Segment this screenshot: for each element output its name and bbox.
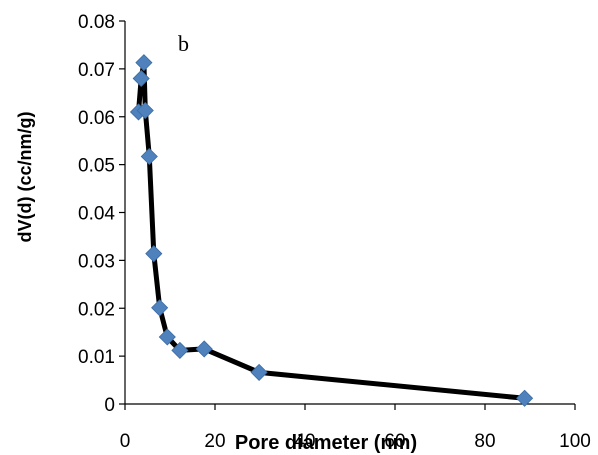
x-tick-label: 20 — [204, 431, 225, 452]
y-tick-label: 0.08 — [78, 12, 115, 33]
x-tick-label: 80 — [474, 431, 495, 452]
data-point-marker — [151, 299, 169, 317]
y-tick-label: 0.06 — [78, 108, 115, 129]
data-point-marker — [145, 245, 163, 263]
x-axis: 0 20 40 60 80 100 — [120, 403, 591, 452]
data-point-marker — [135, 54, 153, 72]
x-tick-label: 40 — [294, 431, 315, 452]
data-point-marker — [158, 328, 176, 346]
x-axis-title: Pore diameter (nm) — [235, 432, 417, 454]
x-ticks: 0 20 40 60 80 100 — [120, 404, 591, 452]
y-axis-title: dV(d) (cc/nm/g) — [15, 112, 35, 243]
data-point-marker — [136, 101, 154, 120]
y-tick-label: 0.07 — [78, 60, 115, 81]
panel-label: b — [178, 31, 189, 56]
y-tick-label: 0 — [104, 395, 115, 416]
y-ticks: 0 0.01 0.02 0.03 0.04 0.05 0.06 0.07 0.08 — [78, 12, 125, 416]
x-tick-label: 0 — [120, 431, 131, 452]
series-line — [136, 60, 528, 401]
x-tick-label: 60 — [384, 431, 405, 452]
data-point-marker — [140, 147, 158, 166]
data-point-marker — [171, 341, 189, 359]
data-point-marker — [250, 363, 268, 381]
x-tick-label: 100 — [559, 431, 591, 452]
data-point-marker — [195, 340, 213, 358]
data-point-marker — [516, 389, 534, 407]
y-tick-label: 0.04 — [78, 204, 115, 225]
data-point-marker — [132, 69, 150, 88]
y-tick-label: 0.01 — [78, 347, 115, 368]
plot-series — [129, 54, 534, 407]
y-tick-label: 0.05 — [78, 156, 115, 177]
y-tick-label: 0.02 — [78, 299, 115, 320]
y-tick-label: 0.03 — [78, 251, 115, 272]
y-axis: 0 0.01 0.02 0.03 0.04 0.05 0.06 0.07 0.08 — [78, 12, 126, 416]
